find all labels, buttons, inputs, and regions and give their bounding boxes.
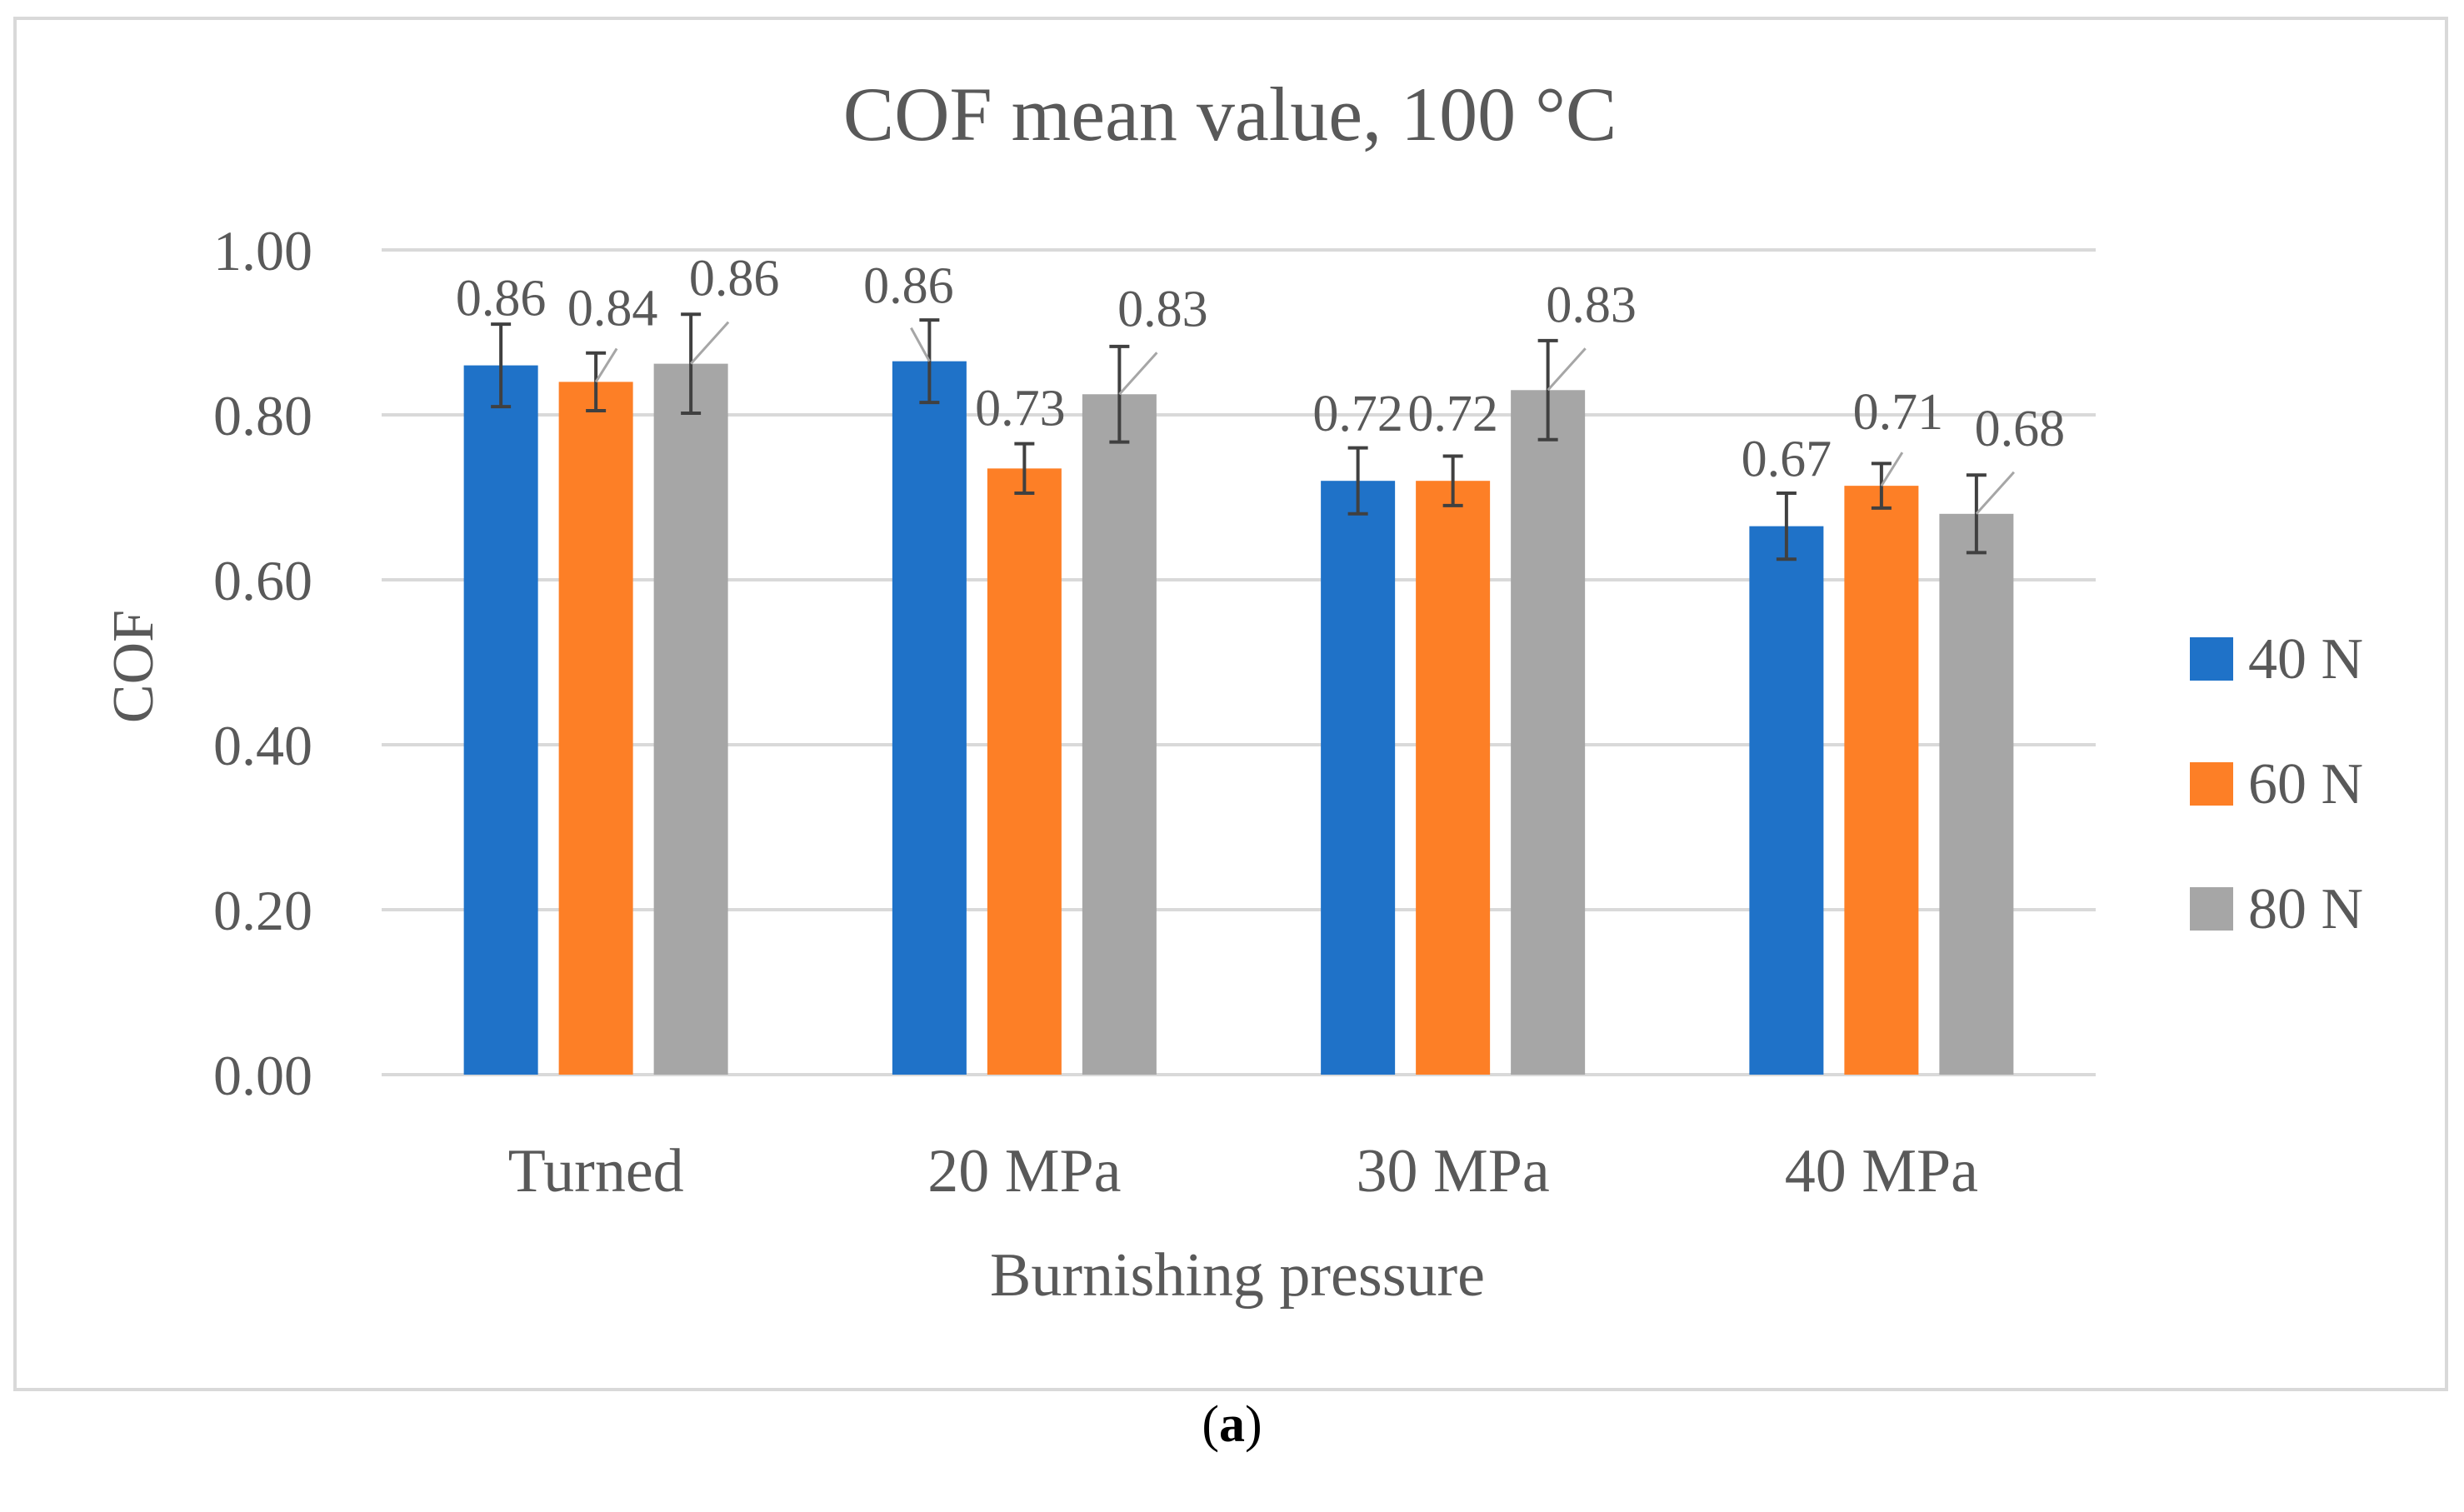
bar: [558, 382, 633, 1075]
x-tick-label: 30 MPa: [1356, 1137, 1549, 1205]
x-tick-label: Turned: [508, 1137, 684, 1205]
y-tick-label: 0.80: [213, 384, 312, 447]
bar: [1844, 486, 1919, 1075]
chart-title: COF mean value, 100 °C: [843, 72, 1617, 157]
legend-label: 80 N: [2248, 877, 2363, 941]
figure-caption: (a): [1202, 1396, 1262, 1453]
legend-swatch: [2190, 887, 2233, 931]
y-tick-label: 0.00: [213, 1044, 312, 1107]
data-label: 0.84: [567, 280, 658, 337]
legend-swatch: [2190, 762, 2233, 806]
legend-swatch: [2190, 637, 2233, 681]
bar: [463, 365, 538, 1075]
bar: [1321, 481, 1396, 1075]
bar: [1511, 390, 1586, 1075]
data-label: 0.86: [863, 258, 954, 315]
x-tick-label: 40 MPa: [1785, 1137, 1978, 1205]
caption-letter: a: [1219, 1396, 1245, 1453]
leader-line: [1118, 352, 1158, 396]
bar: [892, 361, 967, 1075]
data-label: 0.67: [1742, 432, 1832, 488]
leader-line: [690, 321, 730, 365]
leader-line: [1975, 471, 2015, 515]
data-label: 0.72: [1407, 386, 1498, 442]
x-tick-label: 20 MPa: [927, 1137, 1121, 1205]
data-label: 0.86: [689, 251, 780, 307]
chart-svg: COF mean value, 100 °C COF Burnishing pr…: [102, 72, 2363, 1310]
data-label: 0.71: [1853, 384, 1944, 441]
legend-label: 40 N: [2248, 627, 2363, 691]
y-tick-label: 0.40: [213, 714, 312, 777]
data-label: 0.86: [456, 271, 547, 327]
leader-line: [1880, 452, 1904, 487]
data-label: 0.83: [1546, 277, 1637, 333]
y-tick-label: 1.00: [213, 219, 312, 282]
bar: [1416, 481, 1491, 1075]
data-label: 0.68: [1975, 401, 2066, 457]
bar: [1082, 394, 1157, 1075]
data-label: 0.83: [1117, 281, 1208, 337]
leader-line: [910, 327, 931, 362]
legend-label: 60 N: [2248, 752, 2363, 816]
leader-line: [1547, 347, 1587, 392]
data-label: 0.72: [1312, 386, 1403, 442]
bar: [987, 468, 1062, 1075]
bar: [1939, 513, 2014, 1075]
y-tick-label: 0.60: [213, 549, 312, 612]
bar: [653, 363, 728, 1075]
data-label: 0.73: [975, 380, 1066, 437]
x-axis-label: Burnishing pressure: [990, 1241, 1485, 1310]
leader-line: [594, 347, 618, 383]
bar: [1749, 526, 1824, 1075]
chart-frame: [13, 17, 2448, 1391]
y-tick-label: 0.20: [213, 879, 312, 942]
y-axis-label: COF: [102, 610, 166, 723]
